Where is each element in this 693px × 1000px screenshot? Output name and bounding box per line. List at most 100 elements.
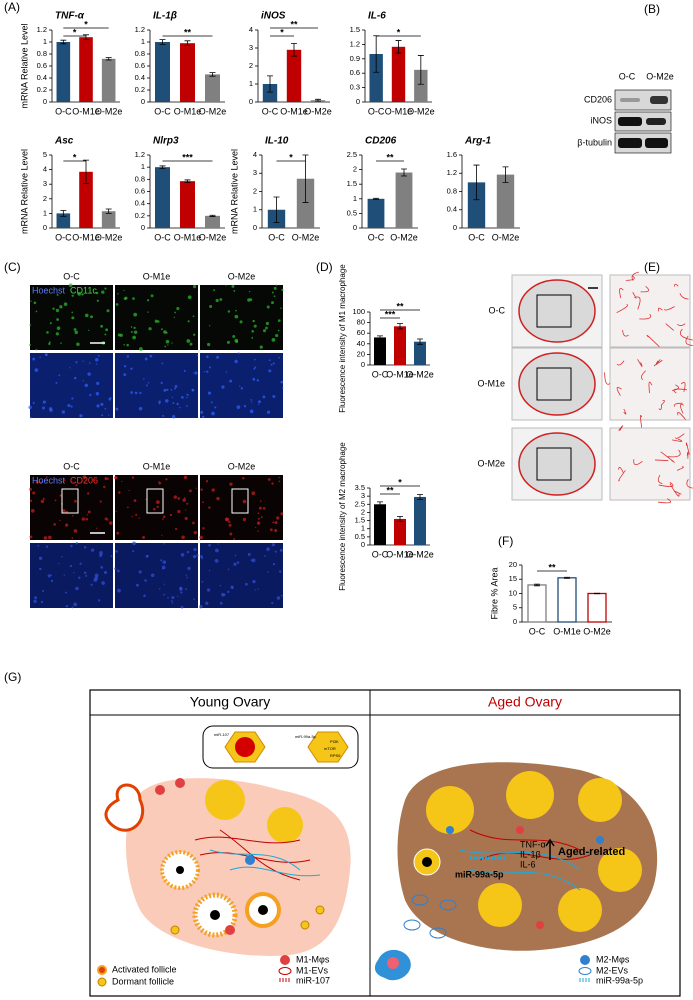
micrograph-signal (71, 537, 74, 539)
y-tick-label: 1 (43, 208, 47, 217)
x-tick-label: O-M2e (199, 232, 227, 242)
error-bar (315, 98, 321, 102)
panel-label: (F) (498, 534, 513, 548)
micrograph-signal (202, 527, 205, 530)
collagen-fibre (633, 459, 643, 466)
micrograph (115, 543, 198, 608)
micrograph-signal (139, 391, 142, 395)
micrograph-signal (67, 403, 71, 408)
micrograph-signal (54, 499, 57, 502)
micrograph-signal (35, 310, 38, 313)
micrograph-signal (138, 517, 140, 519)
error-bar (397, 516, 403, 522)
micrograph-signal (259, 500, 262, 502)
chart-title: iNOS (261, 11, 286, 22)
micrograph-signal (200, 410, 204, 414)
micrograph-signal (251, 336, 254, 339)
micrograph-signal (264, 555, 266, 557)
micrograph-signal (210, 401, 213, 404)
micrograph-signal (193, 372, 195, 374)
micrograph-signal (252, 579, 256, 584)
y-axis-label: mRNA Relative Level (19, 149, 29, 234)
micrograph-signal (73, 376, 77, 380)
micrograph-signal (280, 380, 284, 384)
y-tick-label: 2 (353, 165, 357, 174)
significance-label: ** (396, 301, 404, 311)
error-bar (209, 214, 216, 217)
cytokine-label: TNF-α (520, 839, 546, 849)
micrograph-signal (207, 391, 212, 395)
legend-label: M2-EVs (596, 965, 629, 975)
x-tick-label: O-M2e (406, 369, 434, 379)
collagen-fibre (604, 372, 611, 385)
micrograph-signal (72, 515, 74, 517)
bar (374, 337, 386, 365)
legend-label: M2-Mφs (596, 954, 630, 964)
micrograph-signal (160, 559, 163, 562)
micrograph-signal (123, 365, 127, 368)
micrograph-signal (174, 311, 177, 314)
micrograph-signal (74, 499, 77, 503)
micrograph-signal (253, 367, 256, 370)
micrograph-signal (61, 410, 66, 414)
x-tick-label: O-C (372, 369, 389, 379)
micrograph-signal (107, 477, 109, 480)
micrograph-signal (185, 405, 188, 407)
micrograph-signal (242, 517, 247, 522)
micrograph-signal (171, 396, 174, 398)
bar (101, 58, 116, 102)
roi-box (536, 294, 572, 328)
micrograph-signal (278, 480, 281, 483)
micrograph-signal (126, 343, 129, 347)
micrograph-signal (35, 348, 38, 351)
micrograph-signal (87, 492, 90, 495)
micrograph-signal (233, 290, 236, 292)
legend-label: Dormant follicle (112, 976, 174, 986)
micrograph-signal (123, 297, 127, 301)
micrograph-signal (130, 331, 133, 333)
chart-title: IL-10 (265, 136, 289, 147)
error-bar (209, 72, 216, 77)
x-tick-label: O-C (372, 549, 389, 559)
micrograph-signal (231, 284, 235, 288)
micrograph-signal (32, 491, 36, 495)
micrograph-signal (215, 298, 219, 303)
micrograph-signal (280, 512, 284, 516)
micrograph-signal (106, 309, 110, 313)
micrograph-signal (248, 290, 251, 293)
micrograph-signal (193, 598, 195, 601)
x-tick-label: O-M1e (386, 369, 414, 379)
chart-title: Arg-1 (464, 136, 492, 147)
micrograph-signal (262, 329, 267, 333)
error-bar (417, 494, 423, 500)
micrograph-signal (227, 590, 230, 594)
bar (395, 172, 413, 228)
micrograph-signal (239, 320, 243, 324)
micrograph-signal (276, 596, 281, 600)
micrograph-signal (63, 574, 65, 576)
micrograph-signal (179, 587, 183, 591)
collagen-fibre (675, 433, 685, 439)
panel-label: (A) (4, 0, 20, 14)
micrograph-signal (236, 561, 240, 564)
micrograph-signal (184, 497, 186, 499)
micrograph-signal (163, 583, 165, 585)
micrograph-signal (68, 283, 73, 287)
collagen-fibre (640, 286, 650, 293)
micrograph-signal (132, 541, 136, 546)
collagen-fibre (618, 466, 624, 473)
protein-label: CD206 (584, 94, 612, 104)
collagen-fibre (667, 449, 681, 458)
micrograph-signal (93, 578, 98, 582)
micrograph-signal (30, 300, 32, 302)
micrograph-signal (40, 481, 43, 484)
micrograph-signal (228, 523, 232, 527)
micrograph-signal (221, 592, 225, 597)
x-tick-label: O-M2e (583, 626, 611, 636)
significance-label: ** (386, 485, 394, 495)
micrograph-signal (257, 512, 260, 515)
bar (101, 211, 116, 228)
micrograph-signal (208, 366, 211, 369)
micrograph-signal (192, 315, 195, 318)
bar (467, 182, 486, 228)
